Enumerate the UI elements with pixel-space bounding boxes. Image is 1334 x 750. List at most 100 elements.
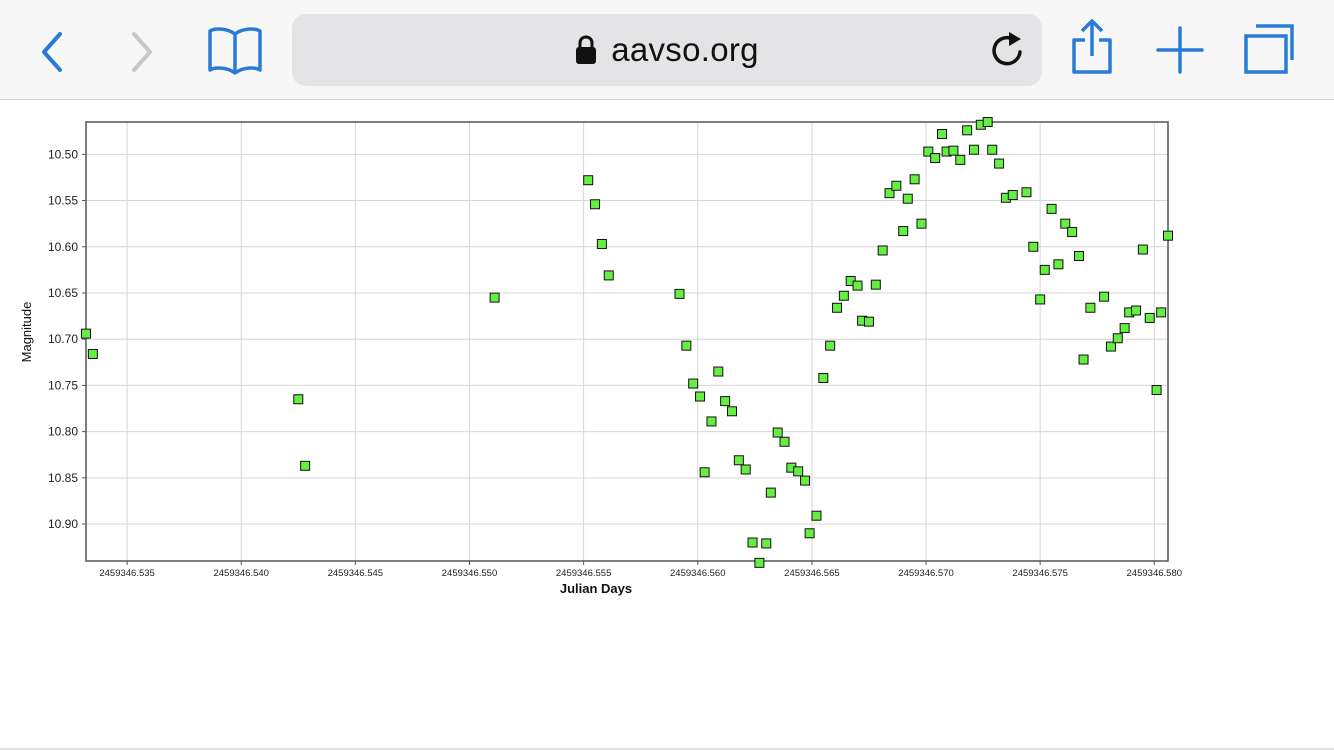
data-point bbox=[727, 406, 738, 417]
data-point bbox=[1067, 226, 1078, 237]
data-point bbox=[1060, 218, 1071, 229]
data-point bbox=[1105, 341, 1116, 352]
data-point bbox=[1112, 333, 1123, 344]
forward-icon bbox=[132, 32, 152, 72]
data-points bbox=[81, 117, 1173, 568]
data-point bbox=[968, 144, 979, 155]
data-point bbox=[720, 396, 731, 407]
data-point bbox=[1085, 302, 1096, 313]
data-point bbox=[300, 460, 311, 471]
data-point bbox=[754, 557, 765, 568]
forward-button[interactable] bbox=[114, 22, 170, 78]
x-tick-label: 2459346.545 bbox=[328, 568, 383, 579]
data-point bbox=[852, 280, 863, 291]
data-point bbox=[1073, 251, 1084, 262]
light-curve-chart: 2459346.535 2459346.540 2459346.545 2459346… bbox=[19, 117, 1182, 596]
data-point bbox=[1046, 203, 1057, 214]
x-tick-label: 2459346.575 bbox=[1012, 568, 1067, 579]
x-tick-label: 2459346.560 bbox=[670, 568, 725, 579]
data-point bbox=[962, 125, 973, 136]
back-button[interactable] bbox=[28, 22, 84, 78]
data-point bbox=[937, 129, 948, 140]
data-point bbox=[747, 537, 758, 548]
browser-toolbar: aavso.org bbox=[0, 0, 1334, 100]
grid-lines bbox=[86, 122, 1168, 561]
data-point bbox=[800, 475, 811, 486]
y-tick-label: 10.85 bbox=[48, 471, 78, 485]
data-point bbox=[891, 180, 902, 191]
address-bar[interactable]: aavso.org bbox=[292, 14, 1042, 86]
data-point bbox=[832, 302, 843, 313]
data-point bbox=[733, 455, 744, 466]
data-point bbox=[811, 510, 822, 521]
data-point bbox=[916, 218, 927, 229]
data-point bbox=[1078, 354, 1089, 365]
data-point bbox=[489, 292, 500, 303]
data-point bbox=[688, 378, 699, 389]
data-point bbox=[909, 174, 920, 185]
bookmarks-button[interactable] bbox=[205, 22, 265, 78]
data-point bbox=[765, 487, 776, 498]
data-point bbox=[1137, 244, 1148, 255]
y-tick-label: 10.90 bbox=[48, 517, 78, 531]
data-point bbox=[818, 373, 829, 384]
y-tick-label: 10.65 bbox=[48, 286, 78, 300]
x-axis-ticks: 2459346.535 2459346.540 2459346.545 2459346… bbox=[99, 561, 1182, 579]
data-point bbox=[1119, 323, 1130, 334]
data-point bbox=[1151, 385, 1162, 396]
data-point bbox=[804, 528, 815, 539]
data-point bbox=[590, 199, 601, 210]
new-tab-icon bbox=[1156, 26, 1204, 74]
data-point bbox=[1099, 291, 1110, 302]
data-point bbox=[1053, 259, 1064, 270]
tabs-button[interactable] bbox=[1240, 22, 1300, 78]
data-point bbox=[902, 193, 913, 204]
x-tick-label: 2459346.550 bbox=[442, 568, 497, 579]
data-point bbox=[1028, 241, 1039, 252]
data-point bbox=[681, 340, 692, 351]
x-tick-label: 2459346.580 bbox=[1127, 568, 1182, 579]
data-point bbox=[761, 538, 772, 549]
share-button[interactable] bbox=[1064, 19, 1124, 78]
data-point bbox=[994, 158, 1005, 169]
data-point bbox=[1007, 190, 1018, 201]
data-point bbox=[740, 464, 751, 475]
data-point bbox=[706, 416, 717, 427]
bookmarks-icon bbox=[208, 27, 262, 75]
x-tick-label: 2459346.535 bbox=[99, 568, 154, 579]
back-icon bbox=[42, 32, 62, 72]
data-point bbox=[955, 154, 966, 165]
data-point bbox=[603, 270, 614, 281]
y-axis-label: Magnitude bbox=[19, 302, 34, 363]
y-tick-label: 10.50 bbox=[48, 147, 78, 161]
data-point bbox=[1035, 294, 1046, 305]
y-axis-ticks: 10.50 10.55 10.60 10.65 10.70 10.75 10.80 10.85… bbox=[48, 147, 86, 531]
data-point bbox=[1144, 312, 1155, 323]
y-tick-label: 10.80 bbox=[48, 425, 78, 439]
data-point bbox=[870, 279, 881, 290]
x-tick-label: 2459346.565 bbox=[784, 568, 839, 579]
data-point bbox=[772, 427, 783, 438]
tabs-icon bbox=[1244, 24, 1294, 74]
y-tick-label: 10.75 bbox=[48, 378, 78, 392]
new-tab-button[interactable] bbox=[1152, 22, 1208, 78]
data-point bbox=[930, 153, 941, 164]
data-point bbox=[898, 226, 909, 237]
y-tick-label: 10.60 bbox=[48, 240, 78, 254]
url-text: aavso.org bbox=[611, 31, 759, 68]
url-display[interactable]: aavso.org bbox=[292, 14, 1042, 86]
data-point bbox=[863, 316, 874, 327]
x-tick-label: 2459346.540 bbox=[213, 568, 268, 579]
data-point bbox=[1131, 305, 1142, 316]
data-point bbox=[825, 340, 836, 351]
data-point bbox=[713, 366, 724, 377]
bottom-divider bbox=[0, 748, 1334, 750]
lock-icon bbox=[576, 35, 597, 64]
data-point bbox=[81, 328, 91, 339]
data-point bbox=[1039, 264, 1050, 275]
data-point bbox=[674, 288, 685, 299]
reload-icon[interactable] bbox=[988, 30, 1028, 70]
data-point bbox=[1021, 187, 1032, 198]
data-point bbox=[1163, 230, 1173, 241]
data-point bbox=[293, 394, 304, 405]
